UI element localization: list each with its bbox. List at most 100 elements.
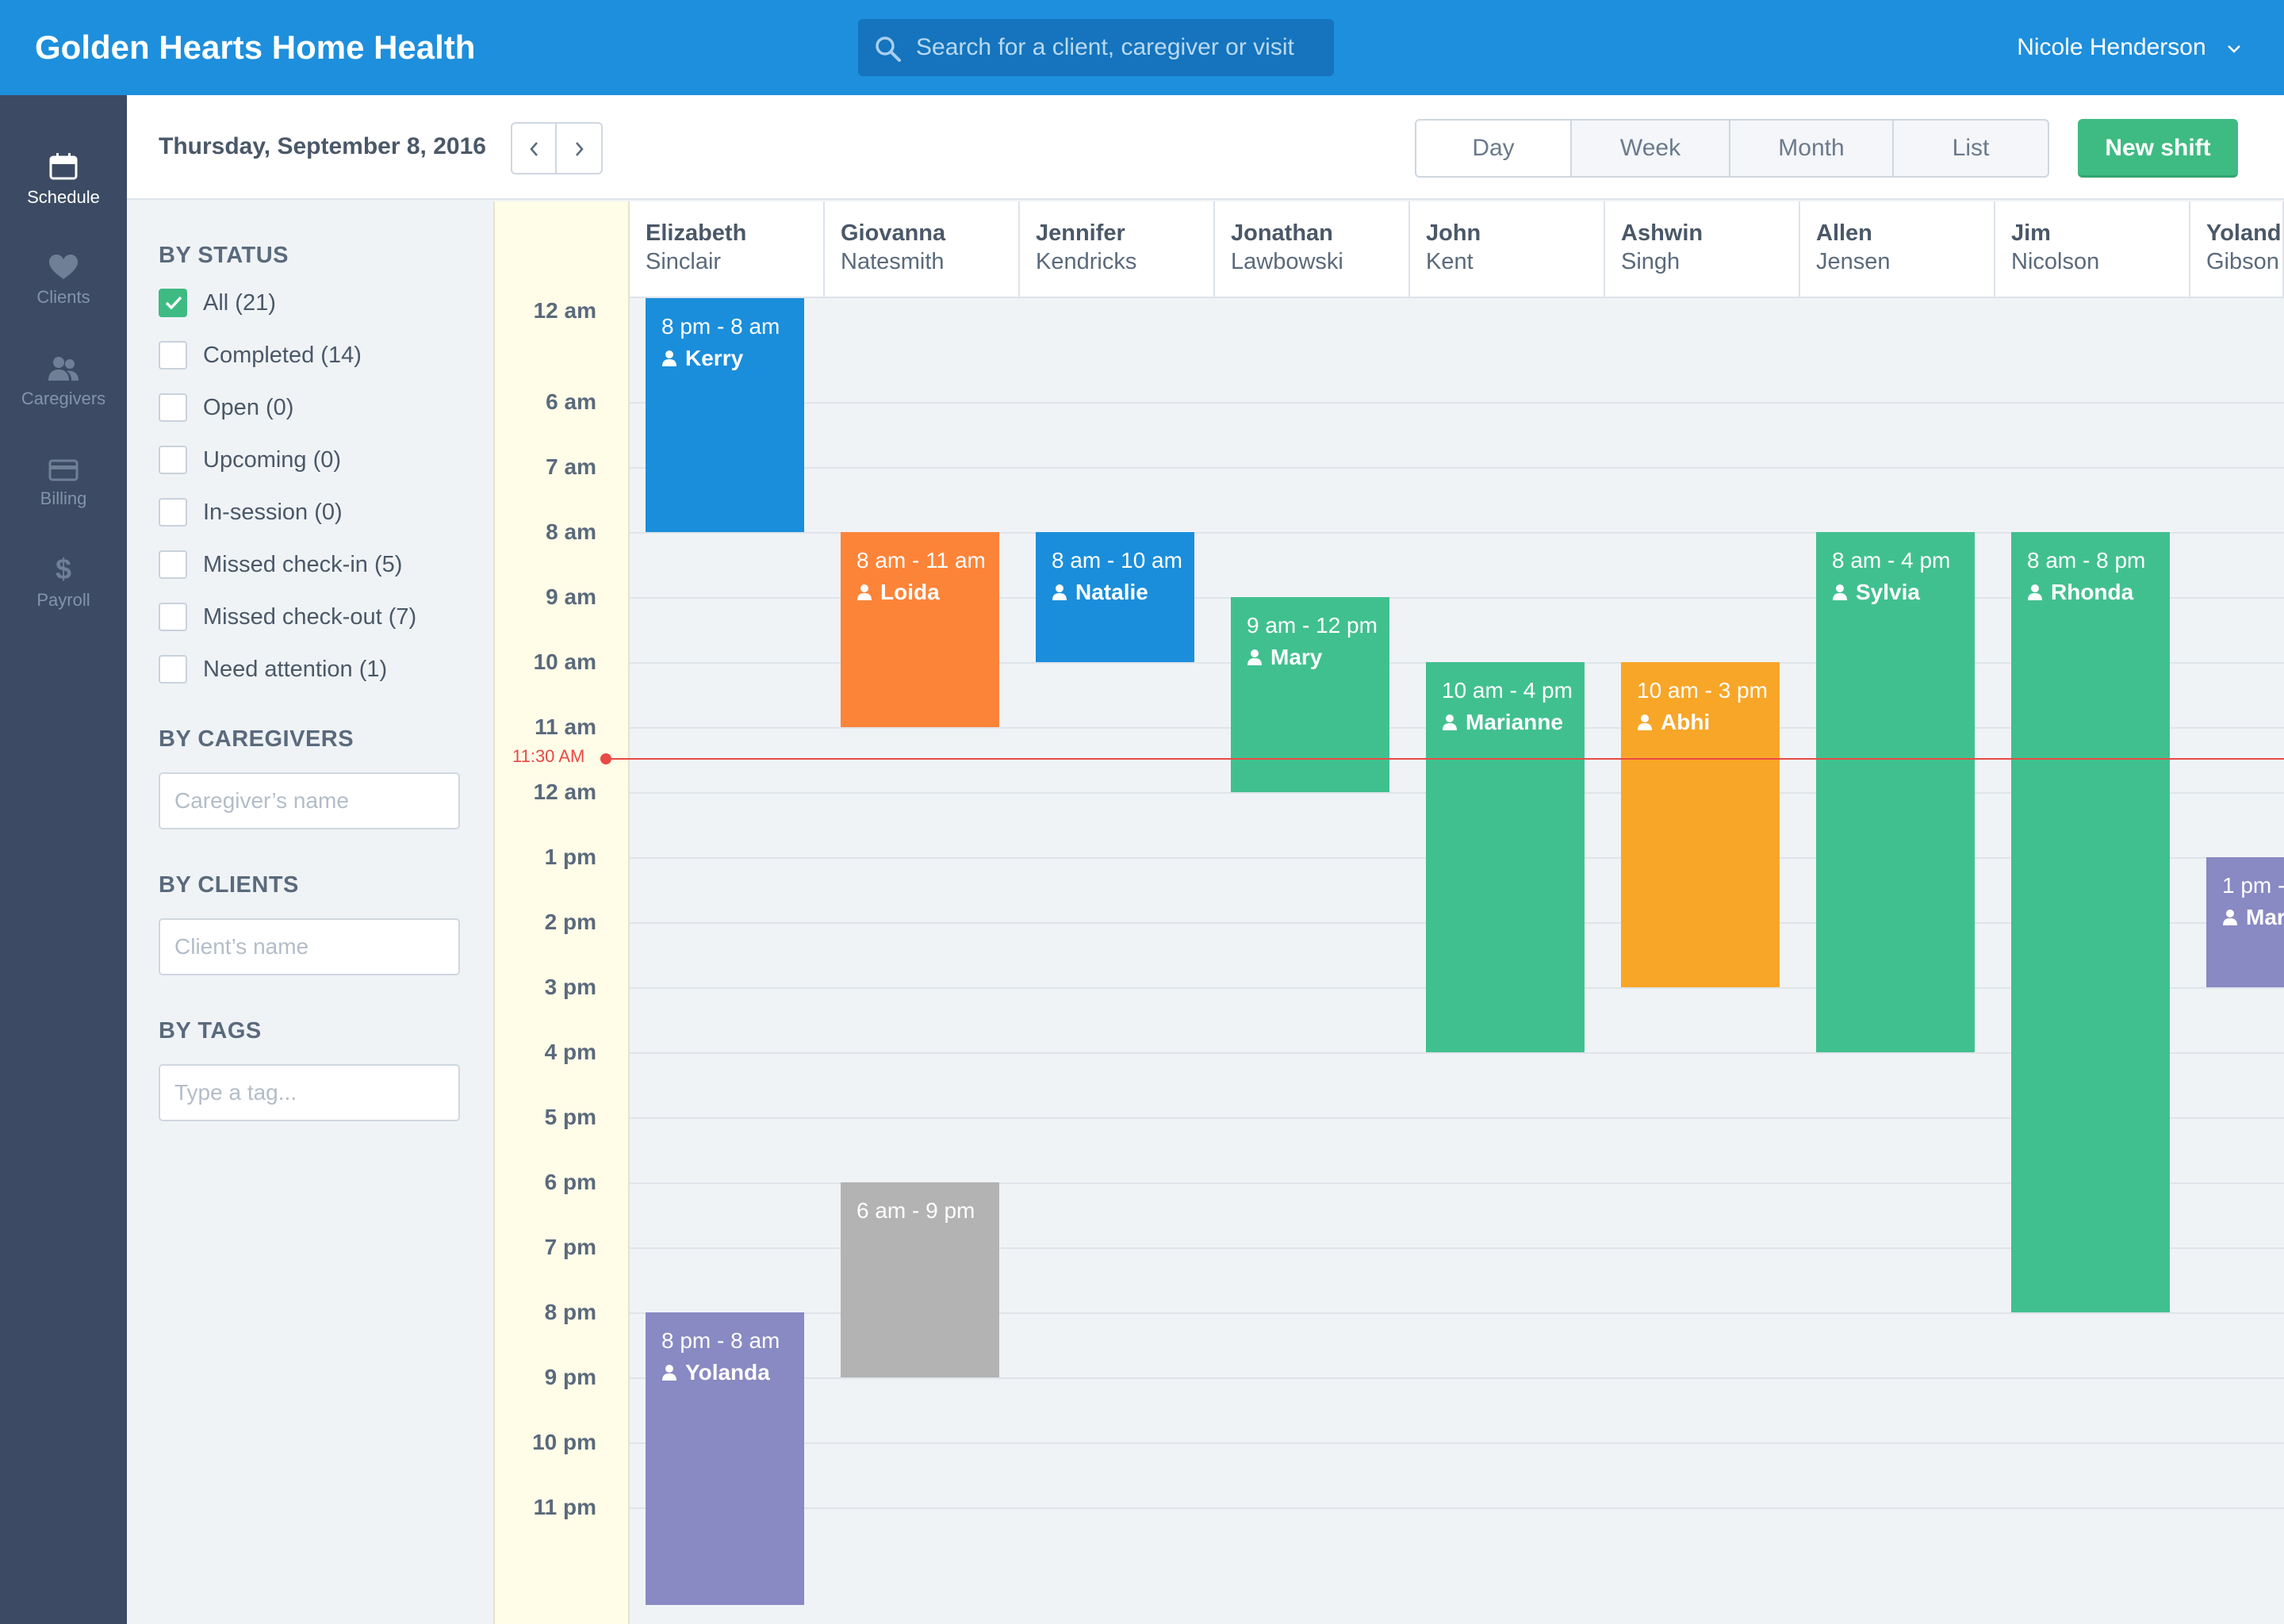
caregiver-column-header[interactable]: Elizabeth Sinclair [630,201,825,298]
caregiver-column-header[interactable]: Allen Jensen [1800,201,1995,298]
checkbox[interactable] [159,498,187,527]
shift-block[interactable]: 6 am - 9 pm [841,1182,999,1378]
nav-schedule[interactable]: Schedule [0,152,127,208]
caregiver-first-name: Yoland [2206,220,2282,246]
checkbox[interactable] [159,289,187,317]
tab-day[interactable]: Day [1416,121,1572,176]
tag-input[interactable] [159,1064,460,1121]
caregiver-first-name: Elizabeth [646,220,747,246]
shift-time: 8 pm - 8 am [661,1328,780,1354]
time-label: 7 am [546,454,596,480]
caregiver-last-name: Nicolson [2011,249,2100,274]
time-label: 7 pm [544,1235,596,1260]
shift-block[interactable]: 8 am - 10 am Natalie [1036,532,1194,663]
shift-block[interactable]: 8 am - 4 pm Sylvia [1816,532,1975,1053]
shift-client: Abhi [1637,710,1710,735]
caregiver-name-input[interactable] [159,772,460,829]
shift-block[interactable]: 8 pm - 8 am Yolanda [646,1312,804,1606]
shift-block[interactable]: 1 pm - Mar [2206,857,2284,988]
check-icon [165,296,182,310]
caregiver-column-header[interactable]: Jonathan Lawbowski [1215,201,1410,298]
tab-month[interactable]: Month [1730,121,1894,176]
shift-client: Natalie [1052,580,1148,605]
status-filter-label: Open (0) [203,395,294,420]
svg-text:$: $ [56,553,71,584]
shift-client-name: Mary [1270,645,1323,670]
hour-gridline [630,402,2284,404]
checkbox[interactable] [159,655,187,684]
caregiver-first-name: Allen [1816,220,1872,246]
hour-gridline [630,597,2284,599]
checkbox[interactable] [159,341,187,370]
client-name-input[interactable] [159,918,460,975]
tab-week[interactable]: Week [1572,121,1730,176]
shift-client: Rhonda [2027,580,2133,605]
shift-block[interactable]: 10 am - 4 pm Marianne [1426,662,1585,1053]
hour-gridline [630,1377,2284,1380]
calendar-icon [49,153,78,180]
nav-clients-label: Clients [36,287,90,307]
caregiver-column-header[interactable]: Giovanna Natesmith [825,201,1020,298]
people-icon [48,357,79,381]
hour-gridline [630,1117,2284,1120]
caregiver-last-name: Kent [1426,249,1473,274]
new-shift-button[interactable]: New shift [2078,119,2238,178]
prev-day-button[interactable] [512,124,557,173]
shift-time: 8 pm - 8 am [661,314,780,339]
time-label: 9 am [546,584,596,610]
caregiver-last-name: Gibson [2206,249,2279,274]
checkbox[interactable] [159,603,187,631]
caregiver-first-name: Jim [2011,220,2051,246]
time-label: 11 am [535,714,596,740]
person-icon [2223,910,2237,926]
caregiver-column-header[interactable]: Yoland Gibson [2190,201,2284,298]
caregiver-column-header[interactable]: Jim Nicolson [1995,201,2190,298]
shift-block[interactable]: 9 am - 12 pm Mary [1231,597,1389,793]
caregivers-heading: BY CAREGIVERS [159,726,354,752]
tab-list[interactable]: List [1952,135,1990,161]
heart-icon [49,255,78,279]
shift-block[interactable]: 8 am - 8 pm Rhonda [2011,532,2170,1313]
next-day-button[interactable] [557,124,601,173]
nav-payroll-label: Payroll [36,590,90,610]
time-label: 10 pm [532,1430,596,1455]
hour-gridline [630,1507,2284,1510]
person-icon [1638,714,1652,731]
shift-client-name: Kerry [685,346,744,370]
caregiver-column-header[interactable]: Ashwin Singh [1605,201,1800,298]
shift-client-name: Mar [2246,905,2284,930]
shift-client-name: Natalie [1075,580,1148,605]
caregiver-first-name: Ashwin [1621,220,1703,246]
caregiver-column-header[interactable]: John Kent [1410,201,1605,298]
caregiver-first-name: John [1426,220,1481,246]
person-icon [2028,584,2042,601]
caregiver-last-name: Sinclair [646,249,722,274]
caregiver-column-header[interactable]: Jennifer Kendricks [1020,201,1215,298]
time-label: 8 pm [544,1300,596,1325]
nav-payroll[interactable]: $ Payroll [0,553,127,611]
time-label: 1 pm [544,845,596,870]
person-icon [1443,714,1457,731]
nav-billing[interactable]: Billing [0,458,127,509]
checkbox[interactable] [159,393,187,422]
credit-card-icon [48,459,79,481]
shift-time: 8 am - 8 pm [2027,548,2146,573]
hour-gridline [630,1052,2284,1055]
top-bar: Golden Hearts Home Health Search for a c… [0,0,2284,95]
dollar-icon: $ [56,553,71,584]
time-label: 6 am [546,389,596,415]
shift-block[interactable]: 8 pm - 8 am Kerry [646,298,804,533]
search-box[interactable]: Search for a client, caregiver or visit [858,19,1334,76]
nav-clients[interactable]: Clients [0,254,127,308]
time-label: 10 am [533,649,596,675]
checkbox[interactable] [159,446,187,474]
nav-caregivers[interactable]: Caregivers [0,355,127,409]
checkbox[interactable] [159,550,187,579]
shift-block[interactable]: 10 am - 3 pm Abhi [1621,662,1780,988]
filter-panel: BY STATUS All (21) Completed (14) Open (0)… [127,201,493,1624]
user-menu[interactable]: Nicole Henderson [2017,0,2243,95]
time-label: 2 pm [544,910,596,935]
search-placeholder[interactable]: Search for a client, caregiver or visit [916,34,1294,60]
shift-time: 8 am - 4 pm [1832,548,1951,573]
shift-block[interactable]: 8 am - 11 am Loida [841,532,999,728]
